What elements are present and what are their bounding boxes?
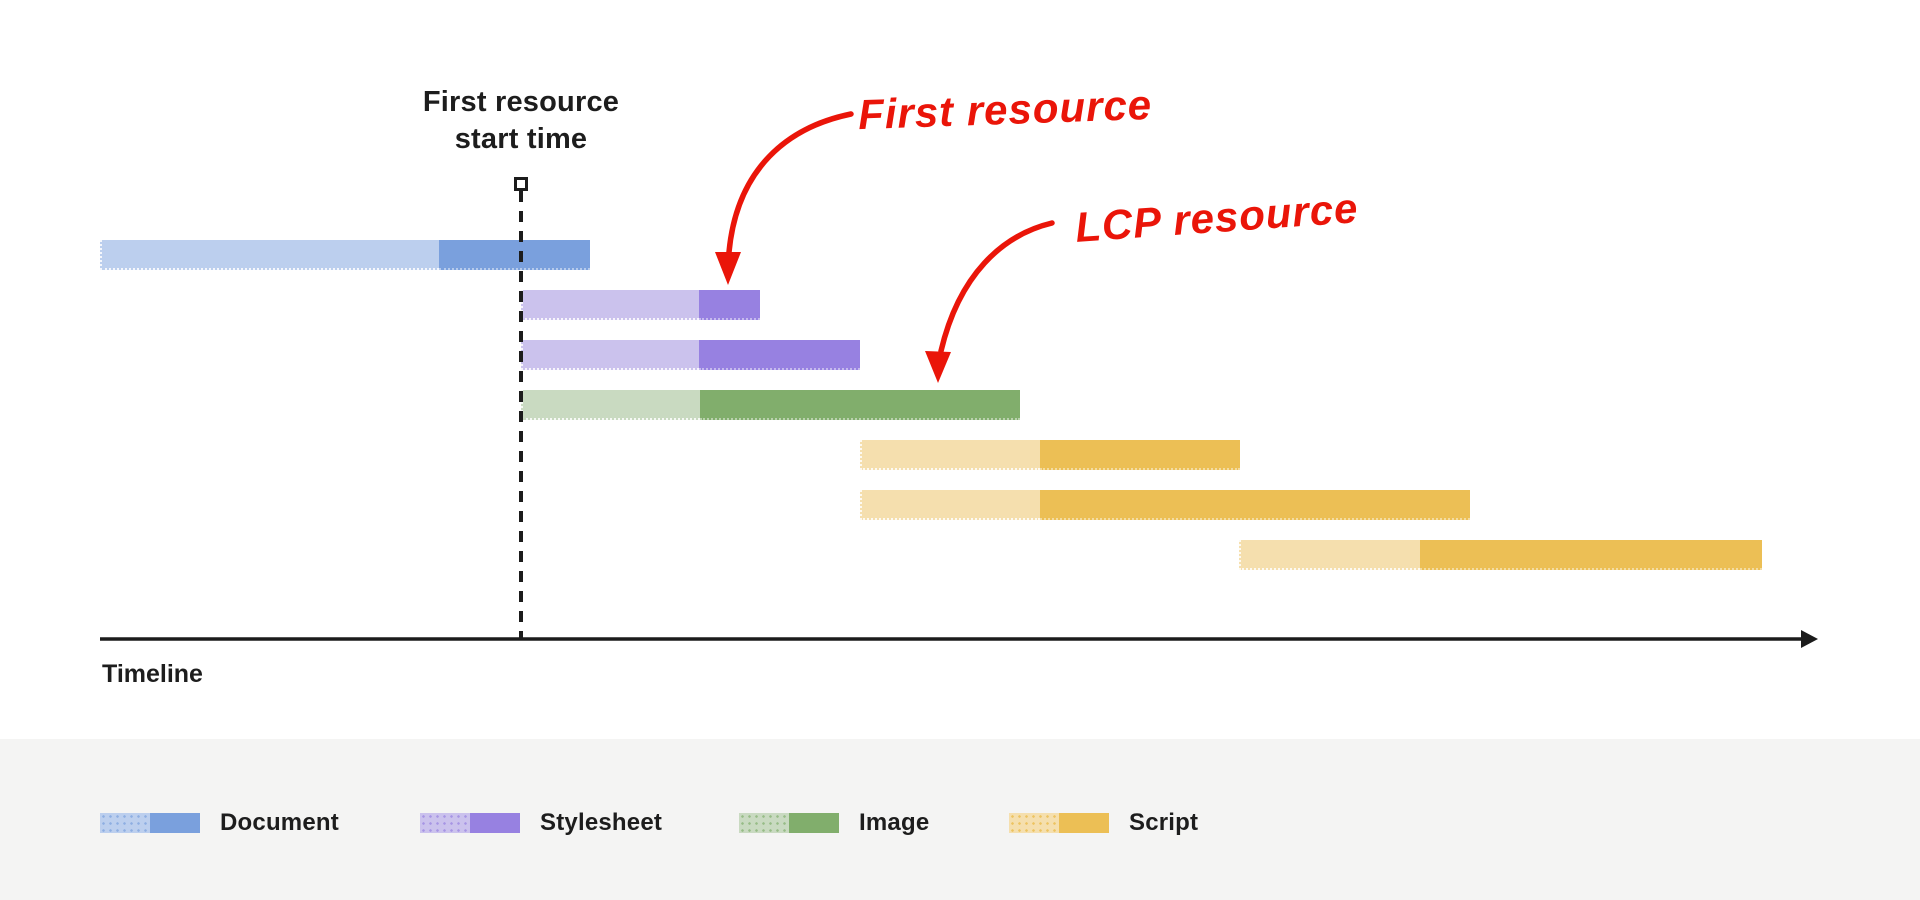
first-resource-annotation: First resource [857,80,1153,139]
bar-wait-segment [100,240,439,270]
bar-wait-segment [1239,540,1420,570]
lcp-resource-annotation: LCP resource [1073,184,1360,251]
legend-swatch-light-half [420,813,470,833]
bar-download-segment [699,290,760,320]
bar-download-segment [1040,440,1240,470]
legend-swatch-light-half [1009,813,1059,833]
lcp-resource-arrowhead-icon [925,351,951,383]
timeline-label: Timeline [102,660,203,688]
bar-download-segment [1420,540,1762,570]
resource-bar-document-row1 [100,240,590,270]
resource-bar-script-row5 [860,440,1240,470]
resource-bar-image-row4 [521,390,1020,420]
bar-wait-segment [860,440,1040,470]
legend-swatch-dark-half [150,813,200,833]
bar-download-segment [699,340,860,370]
legend: Document Stylesheet Image Script [0,739,1920,900]
legend-swatch-light-half [739,813,789,833]
legend-label: Document [220,809,339,836]
legend-label: Stylesheet [540,809,663,836]
legend-swatch-icon [420,813,520,833]
first-resource-start-dashed-line [519,211,523,639]
resource-bar-script-row6 [860,490,1470,520]
first-resource-arrowhead-icon [715,252,741,285]
legend-item-document: Document [100,809,339,837]
legend-label: Script [1129,809,1199,836]
resource-bar-stylesheet-row3 [521,340,860,370]
legend-swatch-icon [739,813,839,833]
first-resource-start-time-label: First resource start time [422,86,620,155]
legend-swatch-icon [100,813,200,833]
start-line-marker-stem [519,190,523,202]
bar-wait-segment [521,390,700,420]
legend-item-script: Script [1009,809,1198,837]
timeline-axis-arrowhead-icon [1801,630,1818,648]
legend-swatch-dark-half [1059,813,1109,833]
bar-wait-segment [860,490,1040,520]
bar-download-segment [700,390,1020,420]
legend-swatch-icon [1009,813,1109,833]
bar-wait-segment [521,340,699,370]
legend-swatch-light-half [100,813,150,833]
resource-bar-script-row7 [1239,540,1762,570]
legend-swatch-dark-half [470,813,520,833]
legend-item-stylesheet: Stylesheet [420,809,662,837]
bar-download-segment [1040,490,1470,520]
legend-label: Image [859,809,930,836]
bar-download-segment [439,240,590,270]
first-resource-arrow [726,111,854,255]
lcp-resource-arrow [938,220,1055,354]
bar-wait-segment [521,290,699,320]
start-line-marker-icon [514,177,528,191]
resource-bar-stylesheet-row2 [521,290,760,320]
legend-item-image: Image [739,809,929,837]
legend-swatch-dark-half [789,813,839,833]
